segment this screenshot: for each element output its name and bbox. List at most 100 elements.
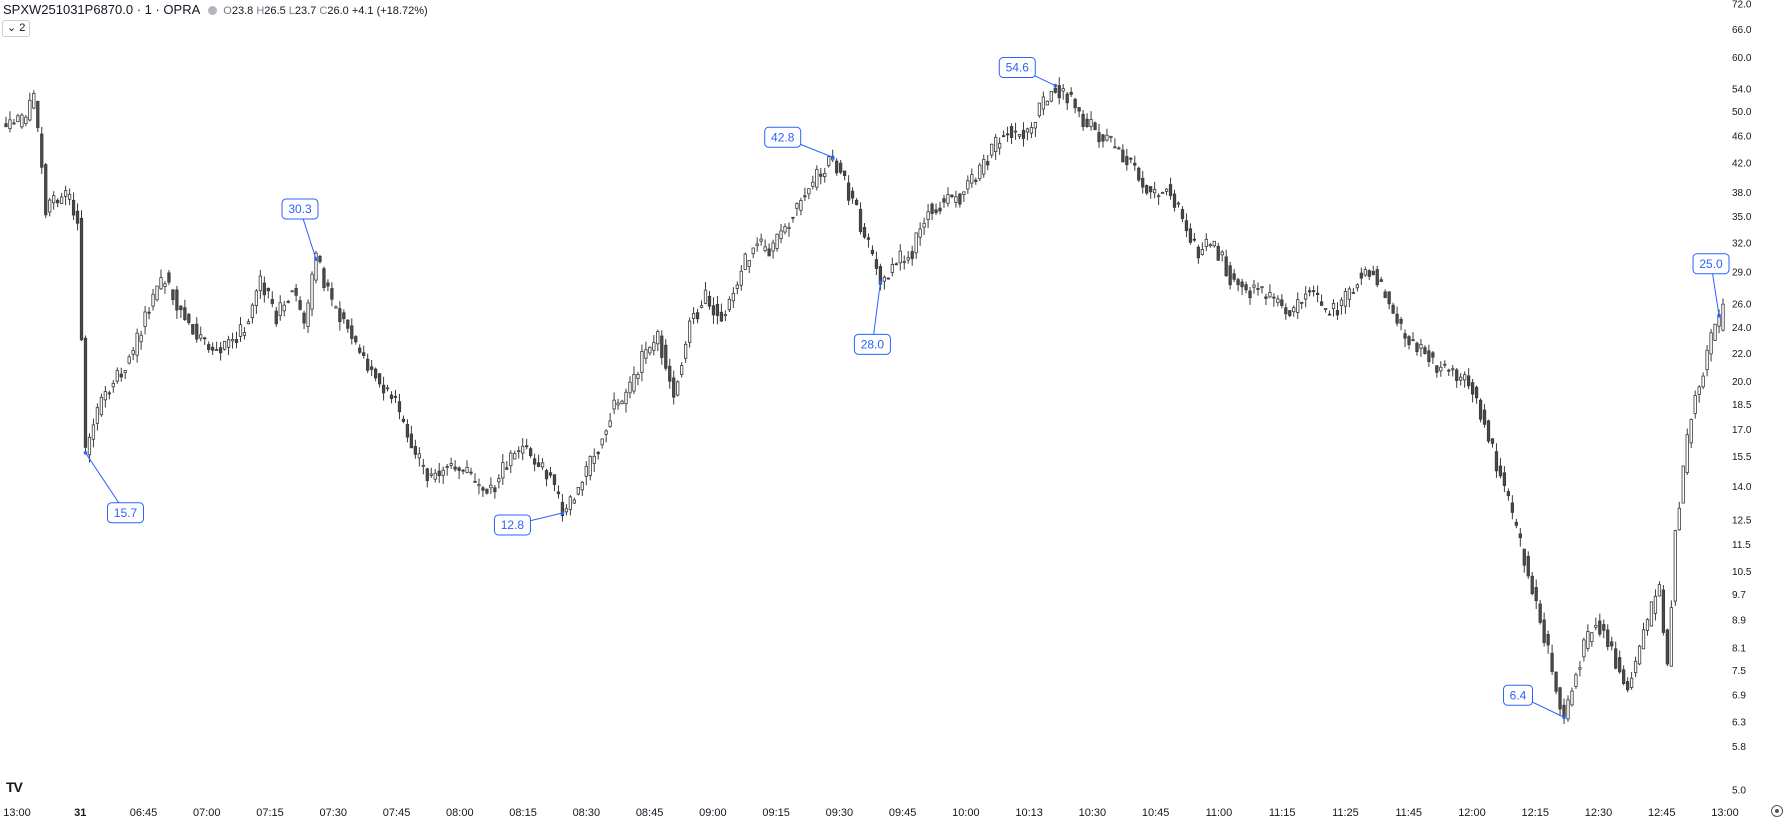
annotation-label: 15.7 <box>114 506 138 520</box>
candle <box>171 289 175 306</box>
tradingview-logo-icon[interactable]: TV <box>6 779 23 795</box>
y-axis[interactable]: 5.0 5.8 6.3 6.9 7.5 8.1 8.9 9.7 10.5 11.5 12.5 14.0… <box>1732 0 1752 797</box>
candle <box>1232 269 1236 283</box>
candle <box>1339 297 1344 315</box>
gear-icon[interactable] <box>1771 805 1783 817</box>
candle <box>1625 677 1630 693</box>
candle <box>1633 656 1638 678</box>
candle <box>1041 91 1045 116</box>
candle <box>1550 644 1554 675</box>
candle <box>517 446 521 459</box>
candle <box>1459 373 1463 386</box>
candle <box>1168 177 1173 200</box>
candle <box>1578 660 1582 677</box>
candle <box>1125 148 1129 171</box>
x-tick-label: 10:30 <box>1079 807 1107 819</box>
candle <box>926 203 930 228</box>
candle <box>103 386 107 408</box>
candle <box>548 466 553 478</box>
x-axis[interactable]: 13:00 31 06:45 07:00 07:15 07:30 07:45 08:00 08:… <box>3 807 1739 819</box>
candle <box>540 458 545 470</box>
candle <box>842 170 847 181</box>
candle <box>711 297 716 324</box>
candle <box>1264 293 1268 306</box>
candle <box>536 454 541 468</box>
y-tick-label: 15.5 <box>1732 452 1752 463</box>
candle <box>1506 488 1511 501</box>
candle <box>767 243 771 257</box>
annotation-callout[interactable]: 54.6 <box>998 57 1058 88</box>
annotation-callout[interactable]: 28.0 <box>853 280 891 355</box>
candle <box>882 275 887 290</box>
candle <box>922 217 926 236</box>
candle <box>1001 130 1006 138</box>
candle <box>1415 341 1419 356</box>
candle <box>509 450 513 474</box>
candle <box>1478 398 1483 423</box>
candle <box>1534 579 1538 609</box>
candle <box>1383 289 1387 299</box>
y-tick-label: 22.0 <box>1732 349 1752 360</box>
x-tick-label: 13:00 <box>1711 807 1739 819</box>
candle <box>1494 443 1499 478</box>
candle <box>1526 551 1530 579</box>
candle <box>1252 279 1256 294</box>
y-tick-label: 20.0 <box>1732 377 1752 388</box>
candle <box>994 133 998 160</box>
y-tick-label: 60.0 <box>1732 53 1752 64</box>
candle <box>1558 686 1562 717</box>
candle <box>1005 126 1010 142</box>
candle <box>1407 335 1411 350</box>
indicators-collapse-button[interactable]: ⌄ 2 <box>2 20 31 37</box>
candle <box>87 433 92 463</box>
candle <box>779 223 783 244</box>
symbol-title[interactable]: SPXW251031P6870.0 · 1 · OPRA <box>3 2 201 17</box>
candle <box>1212 240 1216 248</box>
candle <box>1196 244 1200 264</box>
candle <box>1510 495 1514 520</box>
candle <box>1073 97 1077 114</box>
candle <box>835 158 839 176</box>
annotation-callout[interactable]: 25.0 <box>1692 253 1730 318</box>
annotation-callout[interactable]: 30.3 <box>281 198 319 261</box>
candle <box>203 336 207 345</box>
candle <box>278 295 282 321</box>
candle <box>890 257 894 277</box>
annotation-callout[interactable]: 42.8 <box>764 126 835 160</box>
candle <box>199 326 203 342</box>
candle <box>1602 619 1606 639</box>
candle <box>28 92 32 122</box>
candle <box>71 192 76 220</box>
low-value: 23.7 <box>294 5 317 17</box>
candle <box>322 266 326 292</box>
candle <box>1268 284 1272 299</box>
candle <box>771 239 775 259</box>
candlesticks <box>4 77 1725 725</box>
annotation-callout[interactable]: 6.4 <box>1503 684 1566 720</box>
candle <box>1622 665 1626 686</box>
candle <box>731 287 735 308</box>
candle <box>115 367 119 384</box>
x-tick-label: 08:00 <box>446 807 474 819</box>
candle <box>1009 123 1014 145</box>
candle <box>695 308 700 324</box>
candle <box>155 285 159 302</box>
candle <box>588 455 592 481</box>
y-tick-label: 7.5 <box>1732 666 1746 677</box>
candle <box>1463 371 1467 388</box>
candle <box>1331 299 1336 317</box>
annotation-callout[interactable]: 15.7 <box>83 451 144 524</box>
candle <box>1105 128 1109 142</box>
candle <box>564 504 569 516</box>
candle <box>1629 671 1634 690</box>
candle <box>1371 265 1375 276</box>
candle <box>1021 122 1026 147</box>
candle <box>91 418 96 448</box>
candle <box>1637 644 1642 666</box>
candle <box>270 291 274 308</box>
candle <box>906 251 910 264</box>
candle <box>986 154 990 171</box>
annotation-callout[interactable]: 12.8 <box>493 511 565 536</box>
candle <box>620 399 624 405</box>
